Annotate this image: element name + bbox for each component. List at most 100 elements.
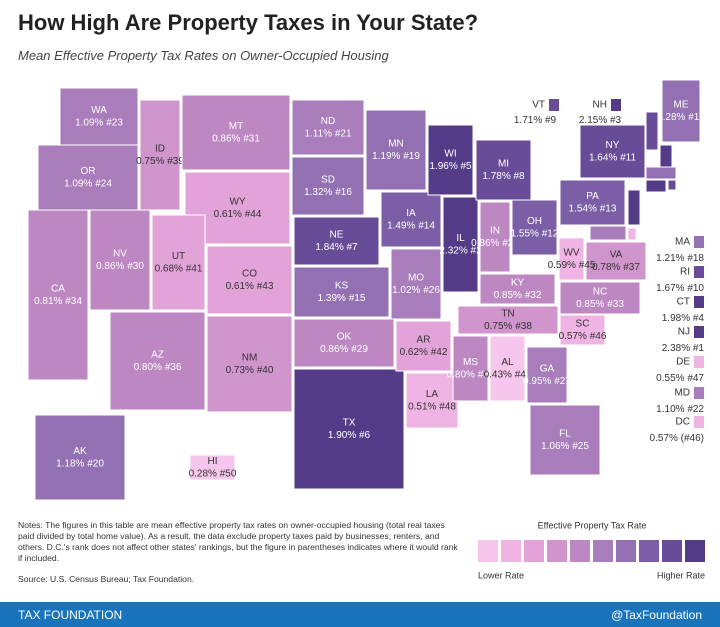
state-rate: 1.84% xyxy=(315,242,343,253)
legend-swatch xyxy=(478,540,498,562)
state-rate: 0.62% xyxy=(400,347,428,358)
state-shape xyxy=(189,454,236,481)
state-shape xyxy=(559,281,641,315)
state-shape xyxy=(37,144,139,211)
legend-swatch xyxy=(662,540,682,562)
state-value: 1.09% #24 xyxy=(64,178,112,189)
state-rank: #16 xyxy=(335,187,352,198)
state-rate: 0.86% xyxy=(471,238,499,249)
state-rate: 0.57% xyxy=(559,331,587,342)
state-abbr: WA xyxy=(91,105,107,116)
state-rank: #1 xyxy=(693,343,705,354)
state-rate: 1.21% xyxy=(656,253,684,264)
state-value: 0.55% #47 xyxy=(656,373,704,384)
state-abbr: AR xyxy=(417,335,431,346)
state-rate: 1.78% xyxy=(482,171,510,182)
state-value: 1.32% #16 xyxy=(304,187,352,198)
state-abbr: MO xyxy=(408,273,424,284)
state-rate: 1.28% xyxy=(657,112,685,123)
state-rank: #10 xyxy=(687,283,704,294)
footer-brand: TAX FOUNDATION xyxy=(18,608,123,622)
state-abbr: SD xyxy=(321,175,335,186)
state-rate: 1.49% xyxy=(387,220,415,231)
state-rate: 0.86% xyxy=(212,133,240,144)
state-rank: #9 xyxy=(545,115,557,126)
state-abbr: VT xyxy=(532,100,545,111)
state-value: 1.21% #18 xyxy=(656,253,704,264)
subtitle: Mean Effective Property Tax Rates on Own… xyxy=(18,48,389,63)
legend-swatch xyxy=(593,540,613,562)
state-value: 0.68% #41 xyxy=(155,263,203,274)
state-abbr: NY xyxy=(606,140,620,151)
state-rank: #14 xyxy=(418,220,435,231)
state-rate: 1.71% xyxy=(514,115,542,126)
state-rank: #50 xyxy=(220,468,237,479)
state-shape xyxy=(442,196,479,293)
state-rank: #18 xyxy=(687,253,704,264)
state-rate: 0.55% xyxy=(656,373,684,384)
state-swatch xyxy=(694,266,704,278)
state-rank: #30 xyxy=(127,261,144,272)
state-rank: #48 xyxy=(439,401,456,412)
state-rank: #39 xyxy=(167,156,184,167)
state-rate: 2.15% xyxy=(579,115,607,126)
state-shape xyxy=(206,315,293,413)
state-shape xyxy=(479,201,511,273)
state-abbr: ME xyxy=(674,100,689,111)
state-shape xyxy=(559,179,626,226)
legend-swatch xyxy=(501,540,521,562)
state-shape xyxy=(452,335,489,402)
legend-swatch xyxy=(639,540,659,562)
state-rate: 0.86% xyxy=(320,344,348,355)
state-abbr: IA xyxy=(406,208,416,219)
state-shape xyxy=(667,179,677,191)
state-value: 2.15% #3 xyxy=(579,115,622,126)
state-abbr: MT xyxy=(229,121,243,132)
state-abbr: NV xyxy=(113,249,127,260)
state-rank: #25 xyxy=(572,441,589,452)
state-abbr: NC xyxy=(593,287,607,298)
state-rank: #49 xyxy=(515,369,532,380)
state-rate: 1.90% xyxy=(328,430,356,441)
state-shape xyxy=(511,199,558,256)
state-rank: #36 xyxy=(165,362,182,373)
state-rank: #22 xyxy=(687,404,704,415)
state-value: 1.54% #13 xyxy=(569,203,617,214)
state-shape xyxy=(181,94,291,171)
state-rank: #46 xyxy=(590,331,607,342)
state-rate: 1.54% xyxy=(569,203,597,214)
state-value: 0.85% #32 xyxy=(494,290,542,301)
state-value: 1.78% #8 xyxy=(482,171,525,182)
state-rate: 2.32% xyxy=(439,245,467,256)
state-abbr: MA xyxy=(675,237,690,248)
legend-swatch xyxy=(547,540,567,562)
state-rank: #17 xyxy=(688,112,705,123)
state-rank: #37 xyxy=(623,262,640,273)
state-value: 1.09% #23 xyxy=(75,117,123,128)
state-rate: 0.78% xyxy=(592,262,620,273)
state-abbr: VA xyxy=(610,250,623,261)
state-rank: #12 xyxy=(542,228,559,239)
state-shape xyxy=(659,144,673,168)
state-abbr: CA xyxy=(51,284,65,295)
state-abbr: CO xyxy=(242,269,257,280)
state-value: 1.71% #9 xyxy=(514,115,557,126)
state-abbr: PA xyxy=(586,191,599,202)
state-rate: 2.38% xyxy=(662,343,690,354)
state-value: 0.85% #33 xyxy=(576,299,624,310)
state-value: 0.86% #28 xyxy=(471,238,519,249)
state-shape xyxy=(526,346,568,404)
state-shape xyxy=(661,79,701,143)
state-shape xyxy=(293,216,380,266)
state-value: 0.57% #46 xyxy=(559,331,607,342)
state-rate: 1.11% xyxy=(304,128,332,139)
state-rate: 1.67% xyxy=(656,283,684,294)
state-shape xyxy=(291,156,365,216)
state-value: 0.62% #42 xyxy=(400,347,448,358)
state-value: 0.86% #29 xyxy=(320,344,368,355)
state-rank: #35 xyxy=(478,369,495,380)
state-abbr: RI xyxy=(680,267,690,278)
state-shape xyxy=(479,273,556,305)
state-shape xyxy=(589,225,627,241)
state-value: 0.51% #48 xyxy=(408,401,456,412)
